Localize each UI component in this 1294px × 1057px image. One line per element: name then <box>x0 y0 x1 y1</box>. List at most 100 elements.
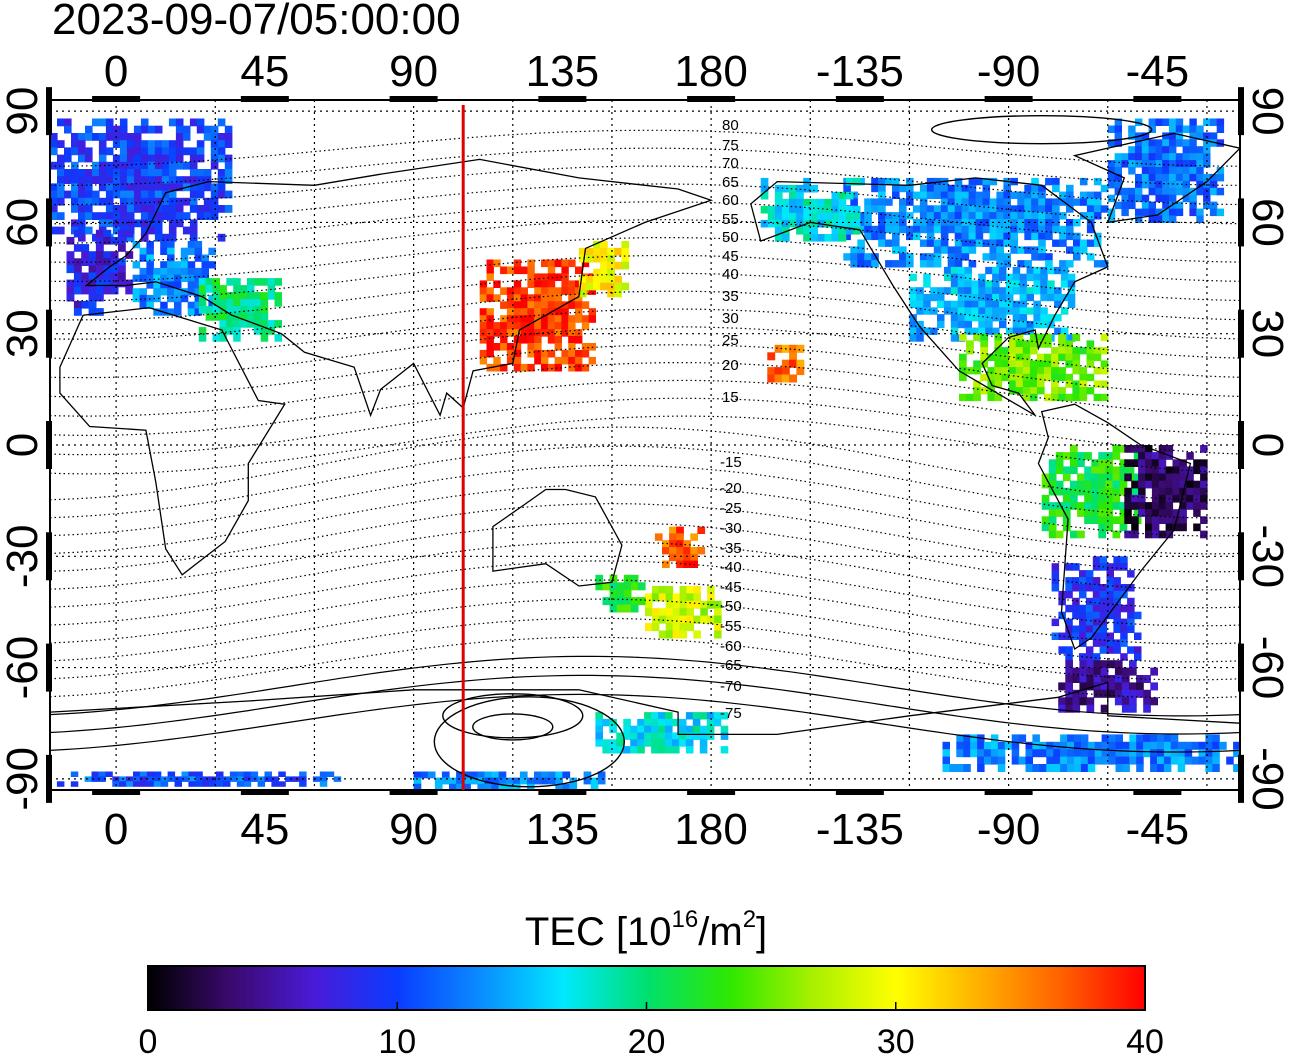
tec-cell <box>146 771 155 777</box>
tec-cell <box>1093 239 1102 247</box>
tec-cell <box>195 771 203 777</box>
tec-cell <box>57 226 65 235</box>
tec-cell <box>1072 347 1081 355</box>
tec-cell <box>1203 194 1211 203</box>
tec-cell <box>966 347 974 355</box>
tec-cell <box>1018 734 1027 743</box>
tec-cell <box>534 308 542 316</box>
tec-cell <box>700 600 708 609</box>
tec-cell <box>645 593 653 602</box>
tec-cell <box>581 301 590 309</box>
tec-cell <box>975 205 984 213</box>
tec-cell <box>1084 473 1092 482</box>
tec-cell <box>299 771 307 777</box>
tec-cell <box>217 147 226 156</box>
tec-cell <box>966 367 974 375</box>
tec-cell <box>154 226 163 235</box>
tec-cell <box>621 261 630 270</box>
tec-cell <box>1098 509 1106 517</box>
tec-cell <box>1121 194 1129 203</box>
tec-cell <box>154 219 163 228</box>
tec-cell <box>1129 660 1137 669</box>
tec-cell <box>1092 563 1101 571</box>
tec-cell <box>999 293 1007 302</box>
tec-cell <box>147 176 156 184</box>
tec-cell <box>857 260 865 268</box>
tec-cell <box>1196 215 1204 223</box>
tec-cell <box>1079 246 1088 254</box>
tec-cell <box>1017 219 1025 227</box>
tec-cell <box>240 292 248 300</box>
tec-cell <box>160 288 168 296</box>
tec-cell <box>593 275 601 284</box>
tec-cell <box>161 212 170 220</box>
tec-cell <box>964 314 972 322</box>
tec-cell <box>1047 266 1055 275</box>
tec-cell <box>662 547 670 555</box>
tec-cell <box>926 205 935 213</box>
tec-cell <box>1136 689 1144 698</box>
tec-cell <box>1079 373 1088 382</box>
tec-cell <box>1112 516 1121 524</box>
tec-cell <box>957 314 966 322</box>
tec-cell <box>520 301 528 309</box>
tec-cell <box>1079 590 1087 599</box>
tec-cell <box>1045 219 1053 227</box>
tec-cell <box>203 183 212 192</box>
tec-cell <box>637 725 645 734</box>
tec-cell <box>1054 314 1062 322</box>
tec-cell <box>630 574 639 583</box>
tec-cell <box>98 169 107 177</box>
tec-cell <box>1099 604 1108 613</box>
tec-cell <box>139 267 147 276</box>
tec-cell <box>1040 266 1048 275</box>
tec-cell <box>665 712 673 720</box>
tec-cell <box>168 176 177 184</box>
tec-cell <box>1165 502 1174 510</box>
tec-cell <box>71 190 79 199</box>
tec-cell <box>933 253 942 261</box>
frame-tick <box>1238 421 1244 469</box>
tec-cell <box>1100 380 1109 388</box>
tec-cell <box>1198 749 1206 758</box>
tec-cell <box>1073 239 1081 247</box>
tec-cell <box>954 212 963 220</box>
tec-cell <box>789 184 797 193</box>
tec-cell <box>1182 146 1190 154</box>
tec-cell <box>520 294 528 302</box>
tec-cell <box>1008 360 1017 368</box>
tec-cell <box>1012 320 1021 329</box>
tec-cell <box>1065 604 1073 613</box>
tec-cell <box>1015 333 1024 341</box>
tec-cell <box>906 191 914 199</box>
tec-cell <box>267 327 276 335</box>
tec-cell <box>1040 280 1048 288</box>
tec-cell <box>1058 340 1066 348</box>
tec-cell <box>133 154 142 163</box>
tec-cell <box>1179 509 1187 517</box>
tec-cell <box>456 771 464 779</box>
tec-cell <box>88 265 97 274</box>
tec-cell <box>1099 584 1108 592</box>
tec-cell <box>581 343 590 351</box>
tec-cell <box>1131 445 1139 453</box>
dip-label: 70 <box>722 155 739 172</box>
tec-cell <box>964 327 972 335</box>
tec-cell <box>690 553 698 562</box>
tec-cell <box>153 781 162 787</box>
tec-cell <box>864 260 872 268</box>
tec-cell <box>1062 466 1071 475</box>
tec-cell <box>892 177 900 186</box>
tec-cell <box>1011 734 1020 743</box>
tec-cell <box>1072 353 1081 361</box>
tec-cell <box>534 294 542 302</box>
tec-cell <box>999 300 1007 308</box>
tec-cell <box>1200 459 1208 467</box>
tec-cell <box>1008 373 1017 382</box>
tec-cell <box>838 191 847 200</box>
tec-cell <box>491 783 500 790</box>
tec-cell <box>871 177 879 186</box>
tec-cell <box>658 630 667 639</box>
tec-cell <box>1128 187 1136 196</box>
tec-cell <box>534 280 542 288</box>
